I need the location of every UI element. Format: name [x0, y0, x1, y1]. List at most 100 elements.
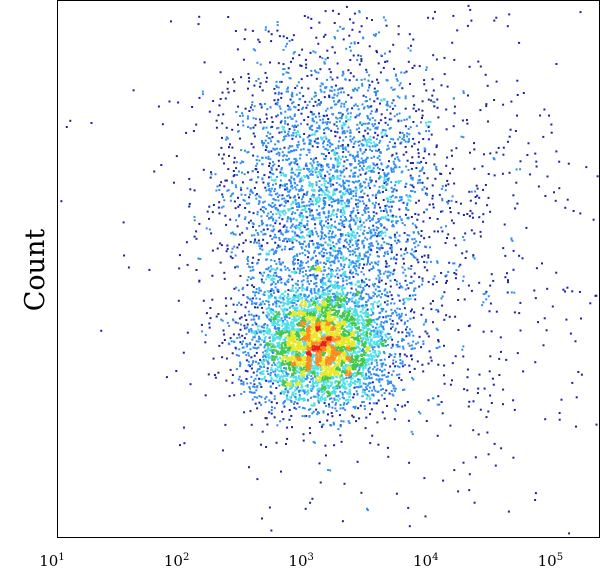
scatter-point [354, 283, 357, 286]
scatter-point [301, 283, 304, 286]
scatter-point [270, 409, 273, 412]
scatter-point [318, 290, 321, 293]
scatter-point [254, 321, 257, 324]
scatter-point [325, 362, 328, 364]
scatter-point [327, 306, 330, 309]
scatter-point [352, 321, 355, 324]
scatter-point [404, 313, 407, 316]
scatter-point [325, 373, 328, 376]
scatter-point [370, 362, 373, 365]
scatter-point [280, 343, 283, 346]
scatter-point [231, 128, 234, 131]
scatter-point [326, 107, 329, 110]
scatter-point [362, 382, 365, 385]
scatter-point [316, 300, 319, 303]
scatter-point [251, 297, 254, 300]
scatter-point [341, 274, 344, 277]
scatter-point [312, 266, 314, 269]
scatter-point [382, 362, 385, 365]
scatter-point [335, 354, 338, 357]
scatter-point [269, 224, 272, 227]
scatter-point [341, 214, 344, 217]
scatter-point [257, 202, 260, 205]
scatter-point [285, 328, 288, 331]
scatter-point [265, 379, 268, 382]
scatter-point [323, 277, 326, 280]
scatter-point [321, 290, 324, 293]
scatter-point [289, 346, 292, 349]
scatter-point [328, 314, 331, 317]
scatter-point [307, 356, 310, 358]
scatter-point [291, 318, 294, 321]
scatter-point [288, 409, 291, 411]
scatter-point [278, 370, 281, 373]
scatter-point [272, 379, 275, 382]
scatter-point [249, 348, 252, 351]
scatter-point [393, 115, 396, 118]
scatter-point [260, 366, 263, 369]
scatter-point [320, 319, 323, 322]
scatter-point [383, 392, 386, 395]
scatter-point [409, 267, 412, 270]
scatter-point [263, 142, 266, 145]
scatter-point [321, 337, 324, 340]
scatter-point [285, 154, 288, 157]
scatter-point [300, 397, 303, 400]
scatter-point [293, 394, 295, 397]
scatter-point [252, 391, 255, 394]
scatter-point [312, 325, 315, 328]
scatter-point [301, 379, 304, 382]
scatter-point [264, 330, 267, 333]
scatter-point [291, 332, 294, 335]
scatter-point [309, 387, 312, 390]
scatter-point [402, 347, 405, 350]
scatter-point [328, 380, 331, 383]
scatter-point [401, 87, 404, 90]
scatter-point [350, 378, 353, 381]
scatter-point [348, 337, 351, 340]
scatter-point [334, 345, 337, 348]
scatter-point [369, 350, 372, 353]
scatter-point [341, 360, 344, 363]
scatter-point [245, 354, 248, 357]
scatter-point [325, 325, 328, 328]
scatter-point [292, 246, 295, 248]
scatter-point [324, 314, 327, 317]
scatter-point [306, 312, 309, 315]
scatter-point [288, 344, 291, 347]
scatter-point [363, 322, 366, 325]
scatter-point [329, 377, 332, 380]
scatter-point [399, 353, 402, 356]
scatter-point [278, 384, 281, 387]
scatter-point [326, 380, 329, 383]
scatter-point [346, 380, 349, 383]
scatter-point [393, 256, 396, 259]
scatter-point [301, 363, 304, 366]
scatter-point [247, 352, 250, 355]
scatter-point [311, 358, 314, 361]
scatter-point [255, 288, 258, 291]
scatter-point [242, 346, 245, 349]
scatter-point [260, 373, 263, 376]
scatter-point [234, 266, 237, 269]
scatter-point [294, 376, 297, 379]
scatter-point [395, 280, 398, 283]
scatter-point [403, 388, 406, 391]
scatter-point [429, 302, 432, 305]
scatter-point [260, 378, 263, 381]
scatter-point [357, 322, 360, 325]
scatter-point [356, 362, 359, 365]
scatter-point [319, 356, 322, 359]
scatter-point [292, 315, 295, 318]
scatter-point [275, 402, 278, 405]
scatter-point [254, 377, 257, 380]
scatter-point [326, 367, 329, 370]
scatter-point [355, 327, 358, 329]
scatter-point [342, 342, 345, 345]
scatter-point [252, 385, 255, 388]
scatter-point [381, 309, 384, 312]
scatter-point [358, 339, 361, 342]
scatter-point [360, 374, 363, 377]
scatter-point [296, 144, 299, 147]
scatter-point [248, 313, 251, 316]
